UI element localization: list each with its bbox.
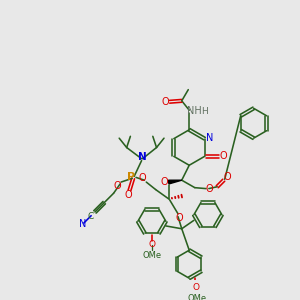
Text: O: O (139, 173, 146, 183)
Text: O: O (160, 177, 168, 187)
Text: O: O (206, 184, 214, 194)
Text: O: O (113, 181, 121, 191)
Text: O: O (125, 190, 132, 200)
Text: O: O (192, 283, 199, 292)
Text: P: P (127, 172, 135, 182)
Text: N: N (138, 152, 147, 162)
Text: O: O (161, 97, 169, 107)
Text: O: O (224, 172, 231, 182)
Text: C: C (87, 212, 93, 221)
Text: O: O (148, 240, 155, 249)
Text: OMe: OMe (142, 251, 161, 260)
Text: N: N (79, 219, 86, 229)
Text: H: H (201, 106, 208, 116)
Text: O: O (219, 152, 227, 161)
Text: O: O (175, 214, 183, 224)
Text: OMe: OMe (187, 294, 206, 300)
Polygon shape (168, 180, 182, 184)
Text: N: N (206, 133, 213, 143)
Text: NH: NH (188, 106, 202, 116)
